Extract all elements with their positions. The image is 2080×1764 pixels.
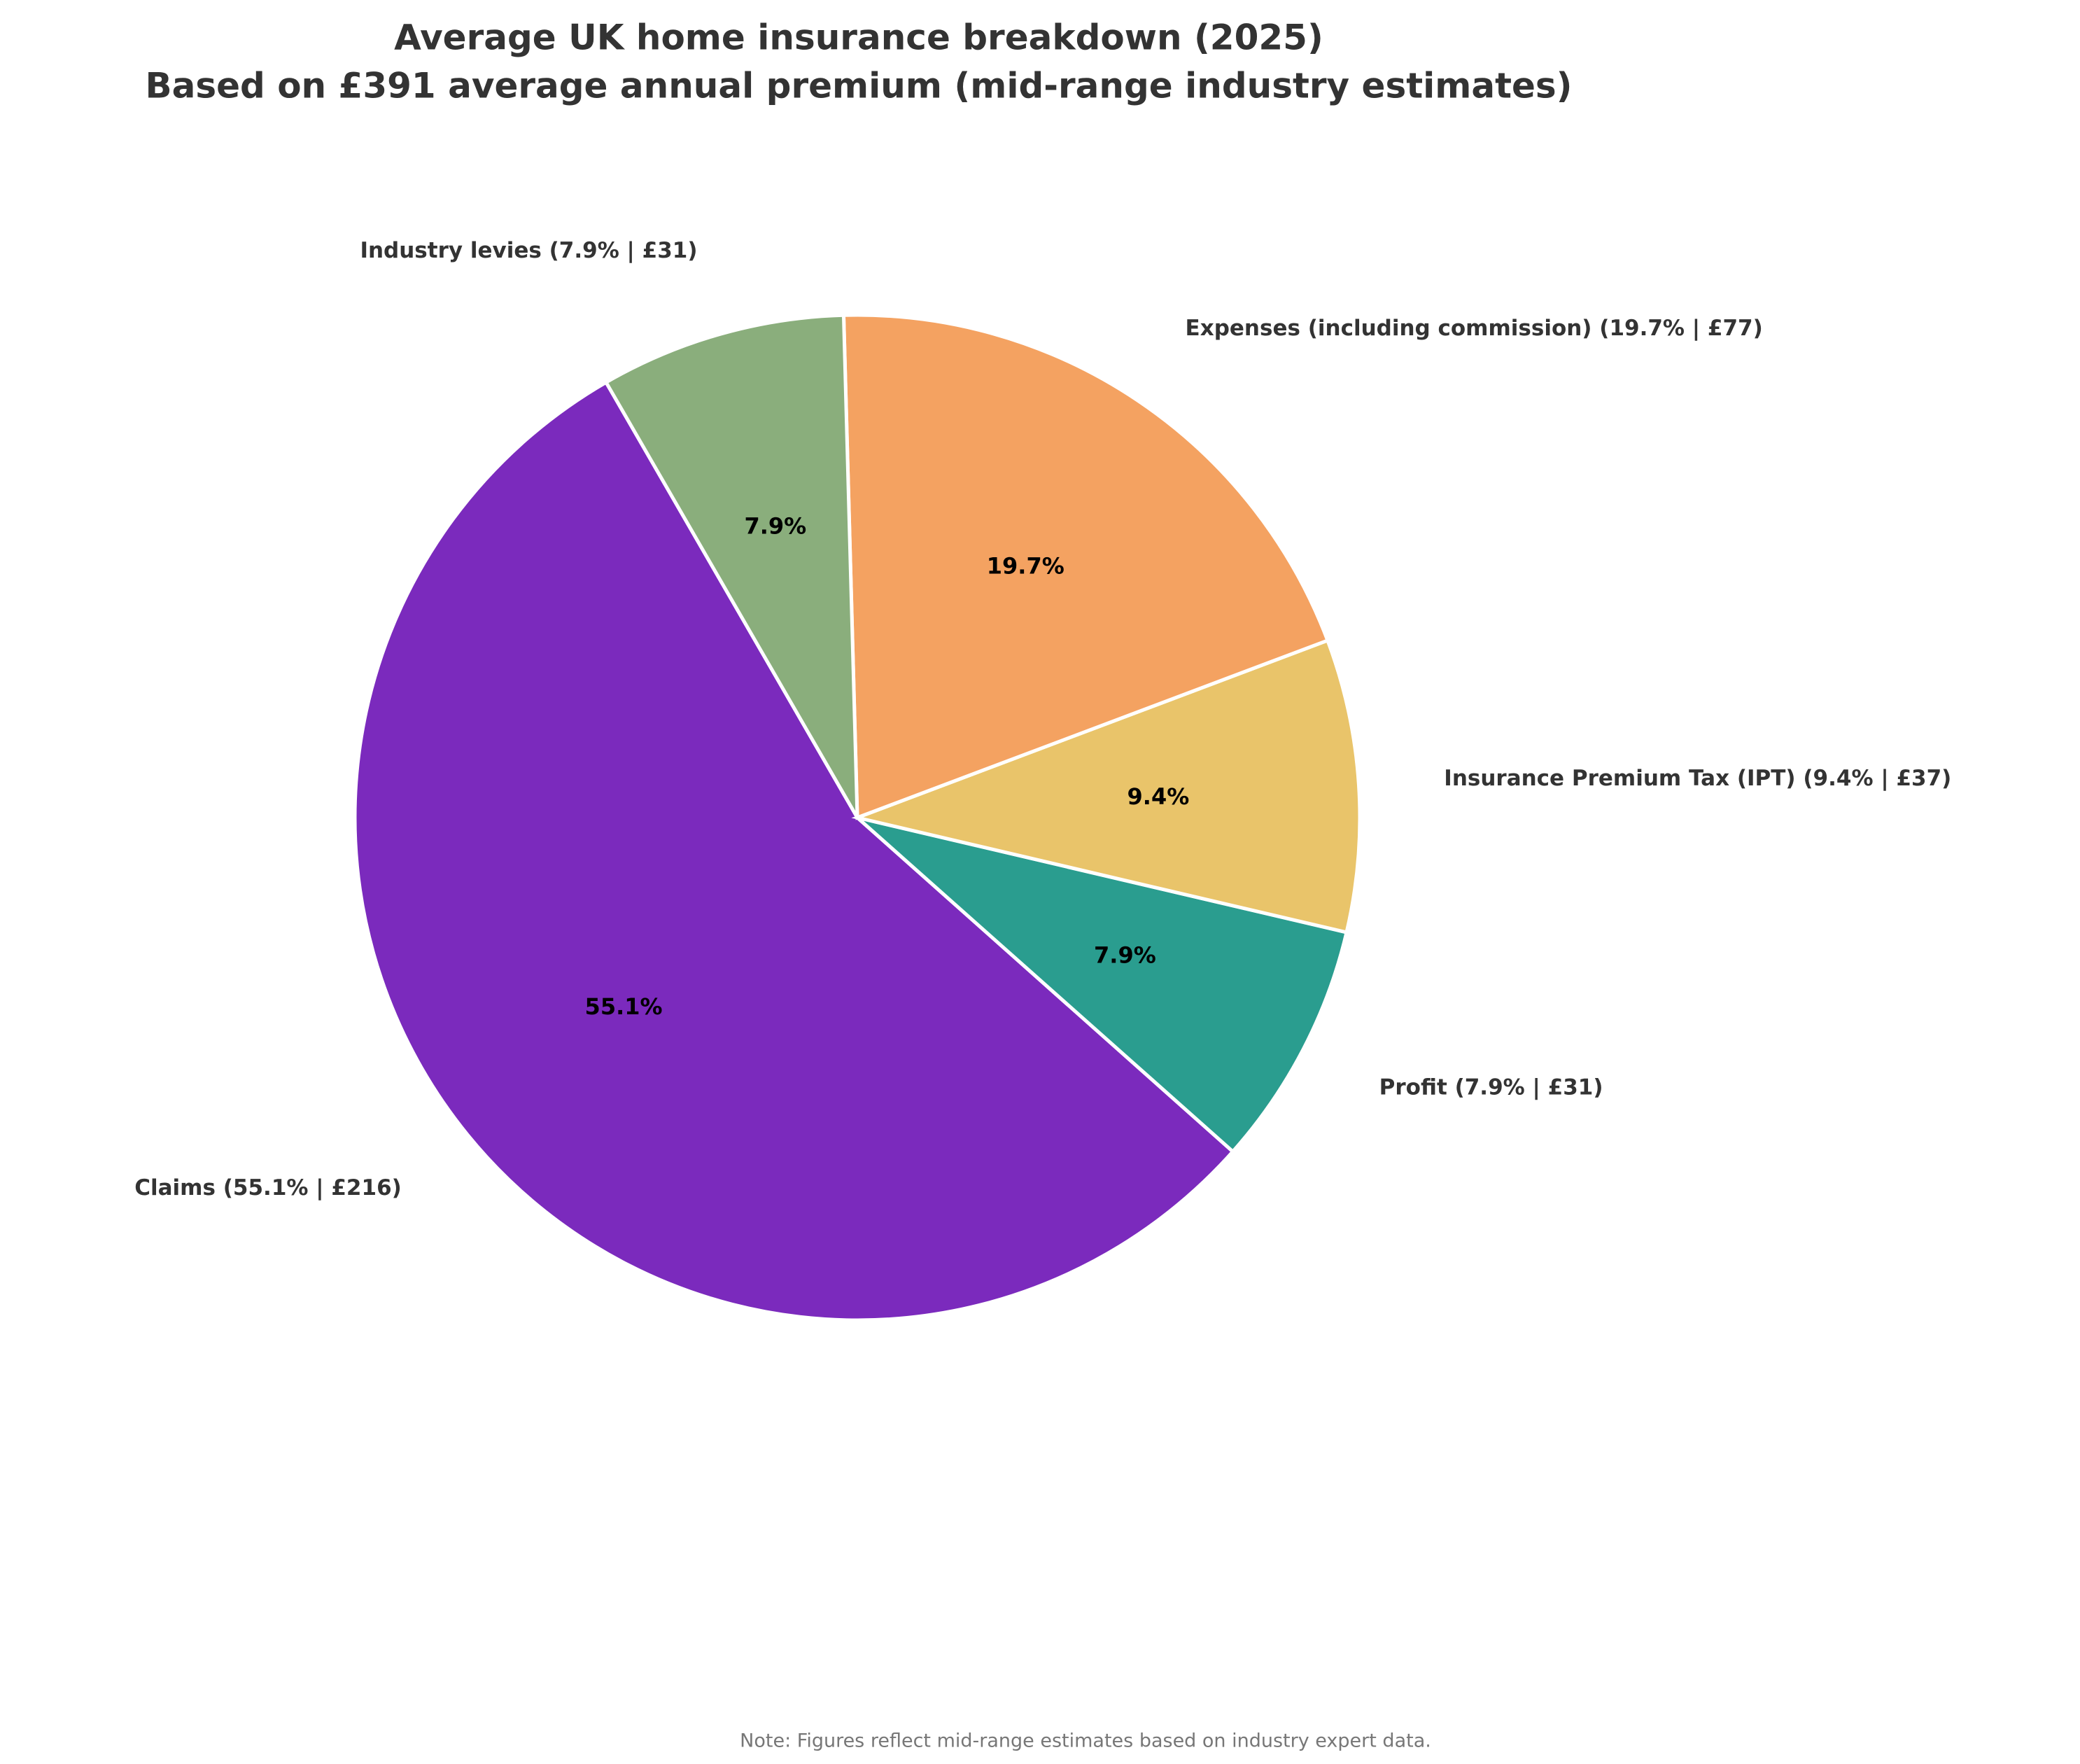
pie-slice xyxy=(856,816,1349,1154)
slice-percent-label: 9.4% xyxy=(1127,783,1190,810)
footnote: Note: Figures reflect mid-range estimate… xyxy=(740,1730,1431,1752)
slice-label: Insurance Premium Tax (IPT) (9.4% | £37) xyxy=(1444,766,1951,791)
pie-slice xyxy=(353,379,1236,1322)
pie-slice xyxy=(841,313,1330,820)
pie-slice xyxy=(603,313,859,819)
chart-subtitle: Based on £391 average annual premium (mi… xyxy=(145,66,1572,106)
slice-percent-label: 7.9% xyxy=(744,512,806,539)
slice-label: Profit (7.9% | £31) xyxy=(1379,1074,1603,1100)
slice-label: Expenses (including commission) (19.7% |… xyxy=(1186,316,1763,341)
slice-percent-label: 55.1% xyxy=(585,993,663,1020)
pie-slice xyxy=(851,638,1362,934)
slice-percent-label: 7.9% xyxy=(1094,941,1156,968)
slice-label: Claims (55.1% | £216) xyxy=(134,1175,402,1200)
slice-percent-label: 19.7% xyxy=(987,552,1064,579)
chart-title: Average UK home insurance breakdown (202… xyxy=(394,18,1323,58)
slice-label: Industry levies (7.9% | £31) xyxy=(360,238,697,263)
